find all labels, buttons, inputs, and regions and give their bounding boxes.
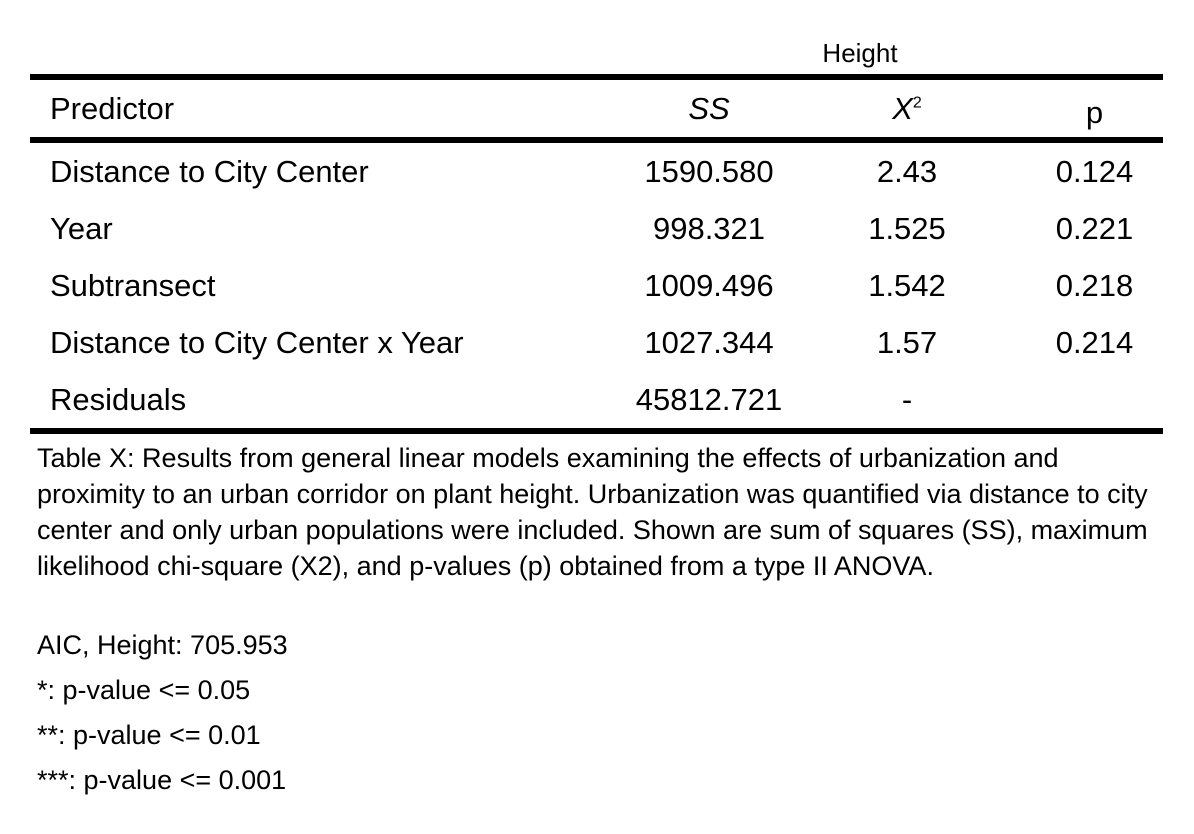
x2-superscript: 2 — [912, 94, 922, 112]
cell-p: 0.218 — [1055, 267, 1134, 303]
table-top-rule — [30, 74, 1163, 80]
cell-p — [1006, 371, 1183, 428]
table-row: Year 998.321 1.525 0.221 — [30, 200, 1183, 257]
anova-table: Predictor SS X2 p Distance to City Cente… — [30, 80, 1183, 428]
cell-ss: 998.321 — [652, 210, 766, 246]
column-header-p: p — [1006, 80, 1183, 137]
table-row: Subtransect 1009.496 1.542 0.218 — [30, 257, 1183, 314]
table-row: Residuals 45812.721 - — [30, 371, 1183, 428]
cell-ss: 1590.580 — [644, 153, 774, 189]
cell-ss: 45812.721 — [635, 381, 783, 417]
cell-x2: 1.542 — [868, 267, 946, 303]
cell-p: 0.214 — [1055, 324, 1134, 360]
column-header-p-label: p — [1085, 94, 1104, 130]
significance-note-1: *: p-value <= 0.05 — [37, 675, 251, 705]
table-header-row: Predictor SS X2 p — [30, 80, 1183, 137]
column-header-x2: X2 — [808, 80, 1006, 137]
column-group-header: Height — [822, 38, 898, 68]
column-header-predictor: Predictor — [50, 90, 175, 126]
cell-p: 0.124 — [1055, 153, 1134, 189]
cell-ss: 1009.496 — [644, 267, 774, 303]
table-header-rule — [30, 137, 1163, 143]
table-row: Distance to City Center x Year 1027.344 … — [30, 314, 1183, 371]
cell-predictor: Subtransect — [50, 267, 216, 303]
cell-x2: 1.525 — [868, 210, 946, 246]
aic-note: AIC, Height: 705.953 — [37, 630, 288, 660]
cell-x2: 2.43 — [876, 153, 938, 189]
table-bottom-rule — [30, 428, 1163, 434]
cell-predictor: Year — [50, 210, 113, 246]
cell-p: 0.221 — [1055, 210, 1134, 246]
cell-predictor: Distance to City Center x Year — [50, 324, 464, 360]
table-caption: Table X: Results from general linear mod… — [37, 443, 1148, 581]
x2-symbol: X — [892, 90, 913, 126]
cell-predictor: Distance to City Center — [50, 153, 369, 189]
significance-note-2: **: p-value <= 0.01 — [37, 720, 261, 750]
significance-note-3: ***: p-value <= 0.001 — [37, 765, 287, 795]
column-header-ss: SS — [688, 90, 730, 126]
cell-x2: - — [901, 381, 913, 417]
cell-ss: 1027.344 — [644, 324, 774, 360]
cell-x2: 1.57 — [876, 324, 938, 360]
table-row: Distance to City Center 1590.580 2.43 0.… — [30, 137, 1183, 200]
cell-predictor: Residuals — [50, 381, 187, 417]
